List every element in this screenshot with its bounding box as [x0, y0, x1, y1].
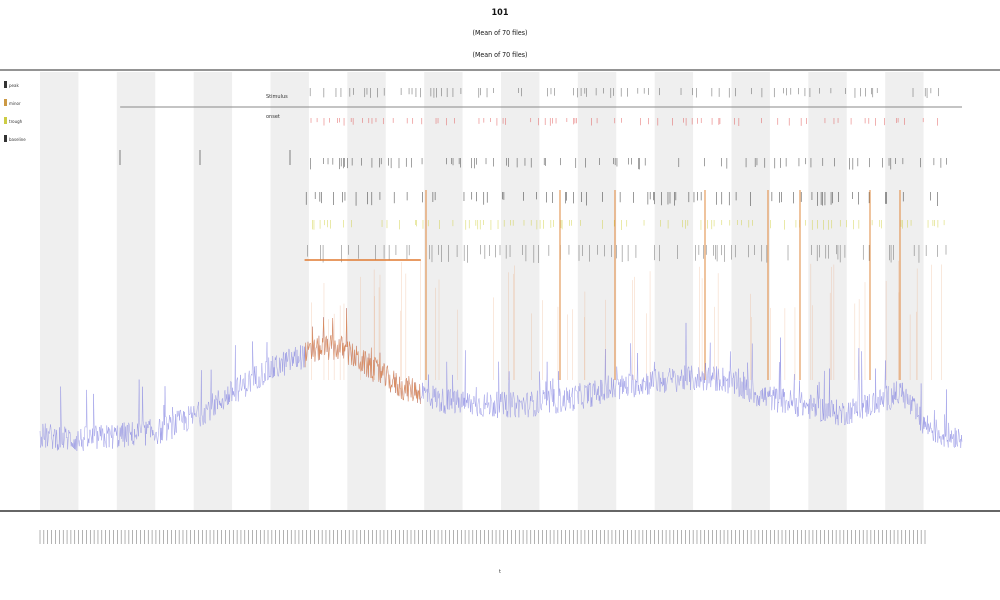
signal-highlight-line — [304, 308, 421, 405]
background-band — [347, 72, 386, 510]
legend-swatch — [4, 135, 7, 142]
x-axis-label: t — [499, 569, 501, 575]
background-band — [501, 72, 540, 510]
chart-title: 101 — [491, 8, 509, 18]
background-band — [654, 72, 694, 510]
legend-swatch — [4, 99, 7, 106]
legend-swatch — [4, 81, 7, 88]
annotation-row-label: onset — [266, 114, 280, 120]
legend-label: peak — [9, 83, 19, 88]
legend-label: trough — [9, 119, 23, 124]
background-band — [270, 72, 309, 510]
chart-subtitle-2: (Mean of 70 files) — [472, 51, 528, 59]
background-band — [731, 72, 770, 510]
legend-label: baseline — [9, 137, 26, 142]
annotation-row-label: Stimulus — [266, 94, 288, 100]
chart-subtitle-1: (Mean of 70 files) — [472, 29, 528, 37]
background-band — [808, 72, 847, 510]
background-band — [577, 72, 617, 510]
background-band — [424, 72, 463, 510]
background-band — [885, 72, 924, 510]
legend-swatch — [4, 117, 7, 124]
legend-label: minor — [9, 101, 21, 106]
background-band — [193, 72, 233, 510]
background-band — [116, 72, 156, 510]
signal-line — [39, 308, 963, 451]
